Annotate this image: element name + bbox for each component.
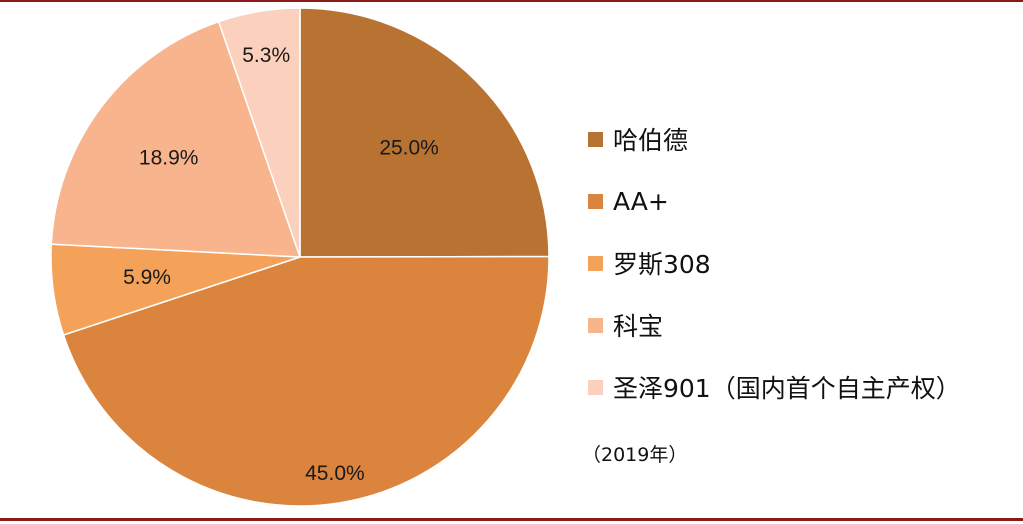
- pie-slice-4: [217, 7, 301, 258]
- legend-label-0: 哈伯德: [613, 126, 689, 155]
- legend-label-1: AA+: [613, 186, 669, 216]
- legend-swatch-0: [588, 131, 603, 147]
- pie-slice-0: [299, 7, 550, 258]
- chart-legend: 哈伯德 AA+ 罗斯308 科宝圣泽901（国内首个自主产权）: [588, 108, 961, 418]
- pie-slices: [50, 7, 550, 507]
- legend-label-4: 圣泽901（国内首个自主产权）: [613, 374, 961, 403]
- legend-swatch-4: [588, 379, 603, 395]
- legend-swatch-2: [588, 255, 603, 271]
- bottom-rule: [0, 518, 1023, 521]
- legend-item-4: 圣泽901（国内首个自主产权）: [588, 356, 961, 418]
- top-rule: [0, 0, 1023, 2]
- legend-item-2: 罗斯308: [588, 232, 961, 294]
- year-note: （2019年）: [582, 444, 688, 466]
- pie-slice-3: [50, 20, 302, 258]
- legend-label-2: 罗斯308: [613, 250, 711, 279]
- legend-item-0: 哈伯德: [588, 108, 961, 170]
- pie-labels: 25.0% 45.0% 5.9% 18.9% 5.3%: [123, 44, 439, 485]
- legend-item-3: 科宝: [588, 294, 961, 356]
- pie-slice-label-4: 5.3%: [242, 44, 290, 67]
- legend-swatch-1: [588, 193, 603, 209]
- pie-slice-label-1: 45.0%: [305, 462, 365, 485]
- pie-chart: 25.0% 45.0% 5.9% 18.9% 5.3%: [50, 7, 550, 507]
- pie-slice-label-3: 18.9%: [139, 147, 199, 170]
- pie-slice-1: [62, 255, 550, 507]
- legend-swatch-3: [588, 317, 603, 333]
- pie-slice-label-2: 5.9%: [123, 266, 171, 289]
- pie-slice-label-0: 25.0%: [379, 136, 439, 159]
- legend-item-1: AA+: [588, 170, 961, 232]
- legend-label-3: 科宝: [613, 312, 664, 341]
